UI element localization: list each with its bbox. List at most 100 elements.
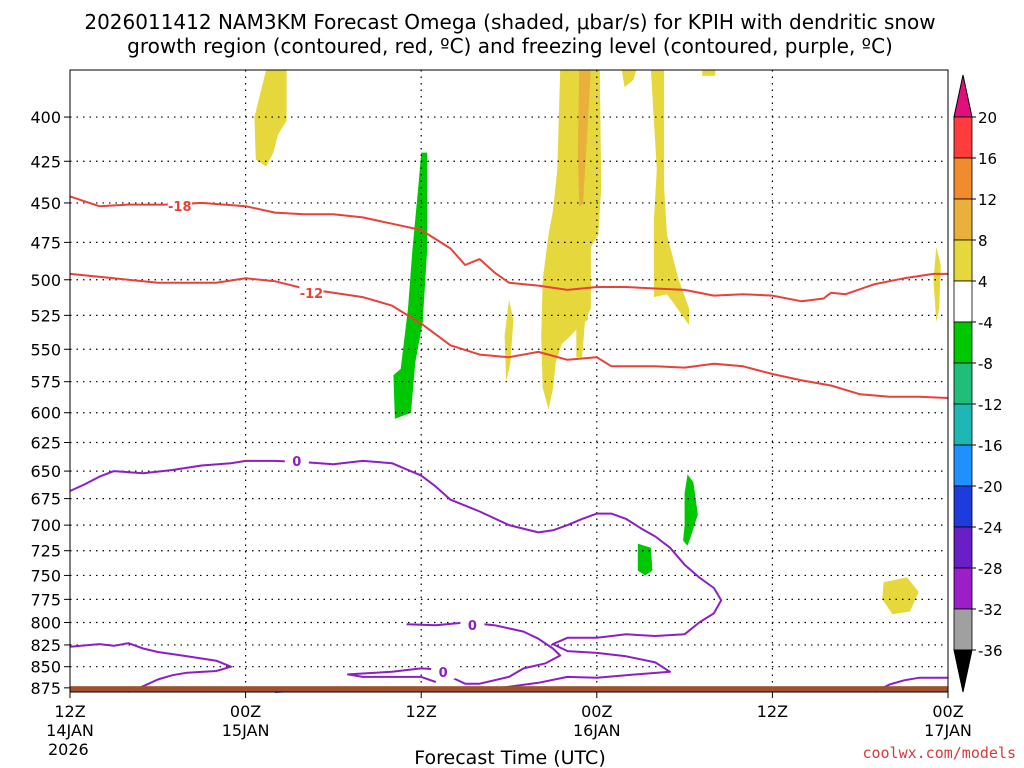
- colorbar-swatch: [953, 157, 973, 200]
- x-tick-label: 00Z: [230, 702, 261, 721]
- y-tick-label: 550: [30, 340, 61, 359]
- chart-title-line2: growth region (contoured, red, ºC) and f…: [127, 34, 893, 58]
- red-label-bg: [299, 284, 324, 300]
- y-tick-label: 600: [30, 404, 61, 423]
- omega-area-11: [683, 474, 698, 546]
- colorbar-label: 16: [978, 150, 997, 168]
- colorbar-swatch: [953, 485, 973, 528]
- y-tick-label: 675: [30, 490, 61, 509]
- y-tick-label: 850: [30, 658, 61, 677]
- colorbar-swatch: [953, 116, 973, 159]
- red-label-bg: [167, 198, 192, 214]
- x-tick-label: 12Z: [757, 702, 788, 721]
- colorbar-label: 20: [978, 109, 997, 127]
- red-contour-0: [69, 195, 948, 303]
- colorbar-bottom-arrow: [953, 649, 973, 693]
- y-tick-label: 475: [30, 233, 61, 252]
- red-contour-label: -18: [168, 200, 192, 215]
- x-tick-label: 16JAN: [573, 721, 621, 740]
- colorbar-label: -24: [978, 519, 1003, 537]
- y-tick-label: 500: [30, 271, 61, 290]
- purple-contour-1: [347, 621, 562, 685]
- purple-contour-label: 0: [292, 455, 301, 470]
- y-tick-label: 825: [30, 636, 61, 655]
- purple-contour-label: 0: [439, 666, 448, 681]
- gridlines: [70, 70, 948, 692]
- watermark: coolwx.com/models: [862, 744, 1016, 762]
- red-contour-label: -12: [300, 287, 324, 302]
- ground-layer: [70, 686, 948, 692]
- freezing-level-contours: 0 0 0: [69, 452, 948, 693]
- colorbar-swatch: [953, 321, 973, 364]
- y-tick-label: 450: [30, 194, 61, 213]
- x-tick-label: 2026: [48, 740, 89, 759]
- omega-area-8: [933, 247, 941, 323]
- colorbar-label: 8: [978, 232, 988, 250]
- omega-area-2: [577, 70, 591, 207]
- colorbar-swatch: [953, 198, 973, 241]
- red-contour-1: [69, 272, 949, 399]
- purple-label-bg: [460, 617, 485, 633]
- y-tick-label: 425: [30, 152, 61, 171]
- colorbar-swatch: [953, 567, 973, 610]
- y-tick-label: 750: [30, 566, 61, 585]
- omega-area-4: [621, 70, 637, 88]
- x-tick-label: 12Z: [54, 702, 85, 721]
- omega-area-10: [393, 152, 428, 419]
- colorbar-label: -36: [978, 642, 1003, 660]
- colorbar-swatch: [953, 403, 973, 446]
- purple-label-bg: [284, 452, 309, 468]
- y-tick-label: 400: [30, 108, 61, 127]
- y-tick-label: 575: [30, 373, 61, 392]
- chart-title-line1: 2026011412 NAM3KM Forecast Omega (shaded…: [84, 10, 935, 34]
- omega-area-7: [504, 299, 514, 382]
- purple-label-bg: [431, 663, 456, 679]
- colorbar-label: -20: [978, 478, 1003, 496]
- colorbar-label: -16: [978, 437, 1003, 455]
- plot-frame: [69, 69, 949, 693]
- colorbar-swatch: [953, 526, 973, 569]
- dendritic-contours: -18 -12: [69, 195, 949, 399]
- purple-contour-2: [69, 642, 232, 693]
- x-tick-label: 15JAN: [222, 721, 270, 740]
- y-tick-label: 775: [30, 590, 61, 609]
- x-tick-label: 14JAN: [46, 721, 94, 740]
- x-tick-label: 00Z: [932, 702, 963, 721]
- y-axis: 400 425 450 475 500 525 550 575 600 625 650 675 700 7…: [30, 108, 70, 698]
- y-tick-label: 800: [30, 614, 61, 633]
- omega-area-5: [650, 70, 689, 325]
- colorbar-swatch: [953, 444, 973, 487]
- colorbar-swatch: [953, 280, 973, 323]
- y-tick-label: 875: [30, 679, 61, 698]
- omega-area-12: [637, 543, 653, 576]
- colorbar-label: -8: [978, 355, 993, 373]
- colorbar-label: -32: [978, 601, 1003, 619]
- purple-contour-label: 0: [468, 619, 477, 634]
- x-tick-label: 12Z: [406, 702, 437, 721]
- colorbar-top-arrow: [953, 74, 973, 118]
- omega-area-9: [882, 577, 919, 615]
- colorbar: 20 16 12 8 4 -4 -8 -12 -16 -20 -24 -28 -32 -36: [953, 74, 1003, 693]
- omega-area-3: [576, 70, 602, 358]
- colorbar-label: -4: [978, 314, 993, 332]
- ground-terrain: [70, 686, 948, 692]
- x-axis-label: Forecast Time (UTC): [414, 747, 605, 768]
- colorbar-swatch: [953, 362, 973, 405]
- colorbar-label: 4: [978, 273, 988, 291]
- y-tick-label: 525: [30, 306, 61, 325]
- colorbar-label: 12: [978, 191, 997, 209]
- omega-area-0: [254, 70, 287, 167]
- y-tick-label: 725: [30, 542, 61, 561]
- omega-shading-layer: [254, 70, 941, 615]
- colorbar-label: -12: [978, 396, 1003, 414]
- colorbar-swatch: [953, 608, 973, 651]
- y-tick-label: 625: [30, 433, 61, 452]
- omega-area-6: [702, 70, 716, 76]
- y-tick-label: 650: [30, 462, 61, 481]
- x-tick-label: 00Z: [581, 702, 612, 721]
- colorbar-label: -28: [978, 560, 1003, 578]
- purple-contour-0: [69, 459, 723, 693]
- colorbar-swatch: [953, 239, 973, 282]
